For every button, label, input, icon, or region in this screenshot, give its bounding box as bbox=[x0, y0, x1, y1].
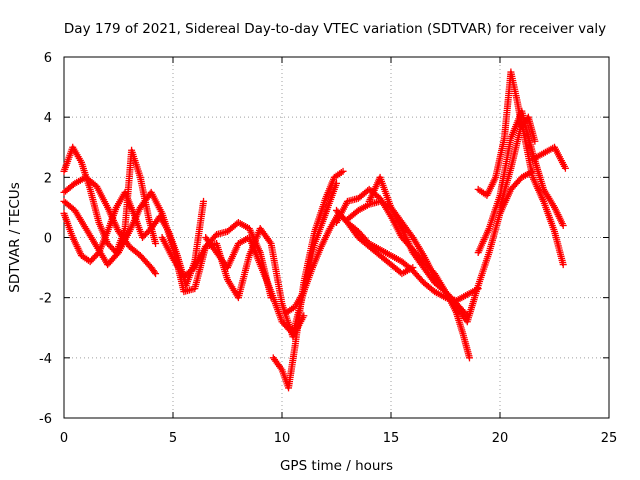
x-tick-label: 5 bbox=[169, 431, 177, 446]
x-axis-label: GPS time / hours bbox=[280, 458, 393, 474]
data-point bbox=[465, 354, 473, 362]
y-tick-label: 0 bbox=[44, 232, 52, 247]
data-point bbox=[152, 240, 160, 248]
series-track-12 bbox=[365, 173, 473, 362]
data-point bbox=[440, 286, 448, 294]
data-point bbox=[561, 164, 569, 172]
x-tick-label: 10 bbox=[274, 431, 291, 446]
data-point bbox=[559, 261, 567, 269]
y-tick-label: 4 bbox=[44, 111, 52, 126]
series-track-8 bbox=[282, 209, 417, 317]
data-point bbox=[150, 268, 158, 276]
chart-title: Day 179 of 2021, Sidereal Day-to-day VTE… bbox=[64, 21, 606, 37]
x-tick-label: 0 bbox=[60, 431, 68, 446]
data-points bbox=[60, 68, 569, 392]
y-axis-label: SDTVAR / TECUs bbox=[7, 182, 23, 292]
y-tick-label: -6 bbox=[39, 412, 52, 427]
data-point bbox=[339, 167, 347, 175]
series-track-16 bbox=[529, 143, 569, 172]
series-track-9 bbox=[333, 206, 482, 305]
y-tick-label: -2 bbox=[39, 292, 52, 307]
x-tick-label: 15 bbox=[383, 431, 400, 446]
y-tick-label: 2 bbox=[44, 171, 52, 186]
axis-ticks: 0 5 10 15 20 25 -6 -4 -2 0 2 4 6 bbox=[39, 51, 617, 446]
data-point bbox=[266, 238, 274, 246]
x-tick-label: 25 bbox=[601, 431, 618, 446]
data-point bbox=[152, 270, 160, 278]
x-tick-label: 20 bbox=[492, 431, 509, 446]
series-track-5 bbox=[158, 224, 308, 341]
data-point bbox=[200, 197, 208, 205]
y-tick-label: 6 bbox=[44, 51, 52, 66]
y-tick-label: -4 bbox=[39, 352, 52, 367]
series-track-15 bbox=[496, 119, 567, 269]
data-point bbox=[559, 221, 567, 229]
series-track-4 bbox=[60, 188, 275, 302]
